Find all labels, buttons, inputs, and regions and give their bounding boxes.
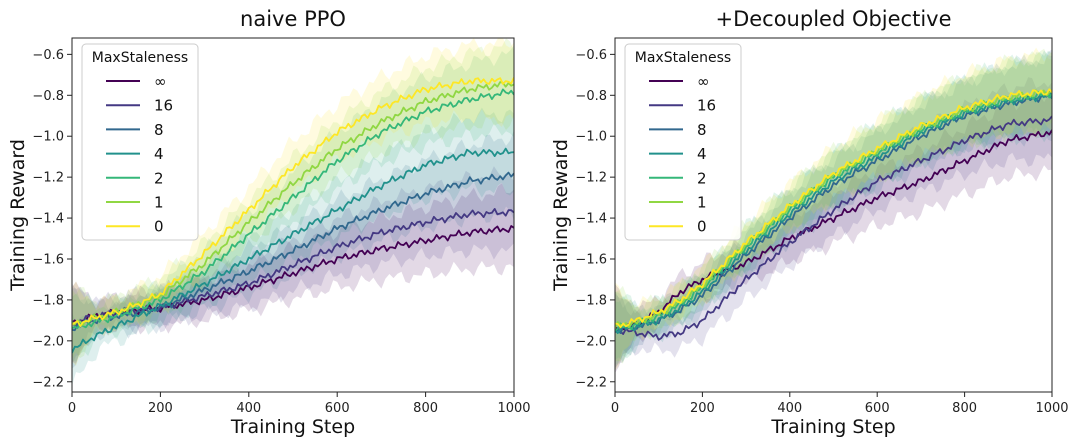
y-tick-label: −1.4 xyxy=(32,212,64,227)
y-axis-label: Training Reward xyxy=(550,139,572,292)
series-line-0 xyxy=(72,77,514,328)
series-line-4 xyxy=(72,147,514,354)
series-line-8 xyxy=(615,91,1052,335)
x-axis-label: Training Step xyxy=(230,416,355,438)
y-tick-label: −1.8 xyxy=(575,293,607,308)
band-∞ xyxy=(615,88,1052,374)
y-tick-label: −1.0 xyxy=(575,130,607,145)
chart-panel-decoupled-objective: +Decoupled Objective 0 200 400 600 800 1000 −2.… xyxy=(550,7,1069,438)
x-tick-label: 800 xyxy=(413,401,438,416)
x-tick-label: 0 xyxy=(611,401,619,416)
x-tick-label: 600 xyxy=(865,401,890,416)
y-tick-label: −0.6 xyxy=(32,48,64,63)
band-1 xyxy=(72,38,514,359)
y-tick-label: −1.4 xyxy=(575,212,607,227)
y-tick-label: −0.8 xyxy=(575,89,607,104)
chart-panel-naive-ppo: naive PPO 0 200 400 600 800 1000 −2.2 −2.0 −1.8 −1… xyxy=(7,7,531,438)
axes-frame xyxy=(71,37,515,393)
legend-label: 1 xyxy=(697,194,707,212)
legend-label: 0 xyxy=(154,218,164,236)
legend-box xyxy=(81,43,199,241)
series-line-2 xyxy=(72,88,514,330)
legend-label: ∞ xyxy=(697,73,710,91)
series-lines xyxy=(615,88,1052,341)
series-lines xyxy=(72,77,514,354)
y-tick-label: −1.0 xyxy=(32,130,64,145)
legend-label: 4 xyxy=(154,145,164,163)
x-tick-label: 600 xyxy=(325,401,350,416)
series-line-∞ xyxy=(615,129,1052,331)
y-tick-label: −1.8 xyxy=(32,293,64,308)
x-tick-label: 200 xyxy=(690,401,715,416)
y-tick-label: −2.2 xyxy=(32,375,64,390)
y-tick-label: −2.2 xyxy=(575,375,607,390)
y-tick-label: −2.0 xyxy=(575,334,607,349)
x-tick-label: 200 xyxy=(148,401,173,416)
axes-frame xyxy=(614,37,1053,393)
legend-label: ∞ xyxy=(154,73,167,91)
series-line-∞ xyxy=(72,225,514,326)
legend-label: 2 xyxy=(154,169,164,187)
x-tick-label: 400 xyxy=(236,401,261,416)
y-tick-label: −1.6 xyxy=(575,252,607,267)
legend: MaxStaleness ∞ 16 8 4 2 1 0 xyxy=(624,43,742,241)
legend-title: MaxStaleness xyxy=(635,50,731,66)
legend-label: 8 xyxy=(154,121,164,139)
y-tick-label: −1.2 xyxy=(575,171,607,186)
y-tick-label: −0.6 xyxy=(575,48,607,63)
legend-label: 0 xyxy=(697,218,707,236)
legend-label: 8 xyxy=(697,121,707,139)
y-axis-label: Training Reward xyxy=(7,139,29,292)
series-line-4 xyxy=(615,92,1052,335)
band-16 xyxy=(72,166,514,366)
x-tick-label: 1000 xyxy=(1035,401,1068,416)
legend-box xyxy=(624,43,742,241)
x-axis-label: Training Step xyxy=(770,416,895,438)
y-tick-label: −2.0 xyxy=(32,334,64,349)
y-tick-label: −0.8 xyxy=(32,89,64,104)
band-8 xyxy=(72,130,514,369)
y-tick-label: −1.2 xyxy=(32,171,64,186)
x-tick-label: 1000 xyxy=(497,401,530,416)
series-line-0 xyxy=(615,88,1052,329)
chart-title: naive PPO xyxy=(240,7,346,31)
y-tick-label: −1.6 xyxy=(32,252,64,267)
legend-label: 16 xyxy=(154,97,173,115)
band-8 xyxy=(615,49,1052,371)
legend-label: 4 xyxy=(697,145,707,163)
x-tick-label: 800 xyxy=(952,401,977,416)
series-line-1 xyxy=(72,81,514,327)
series-line-16 xyxy=(615,115,1052,341)
chart-title: +Decoupled Objective xyxy=(715,7,951,31)
legend-label: 1 xyxy=(154,194,164,212)
legend: MaxStaleness ∞ 16 8 4 2 1 0 xyxy=(81,43,199,241)
legend-label: 2 xyxy=(697,169,707,187)
legend-label: 16 xyxy=(697,97,716,115)
x-tick-label: 400 xyxy=(777,401,802,416)
x-tick-label: 0 xyxy=(68,401,76,416)
legend-title: MaxStaleness xyxy=(92,50,188,66)
series-line-8 xyxy=(72,171,514,332)
